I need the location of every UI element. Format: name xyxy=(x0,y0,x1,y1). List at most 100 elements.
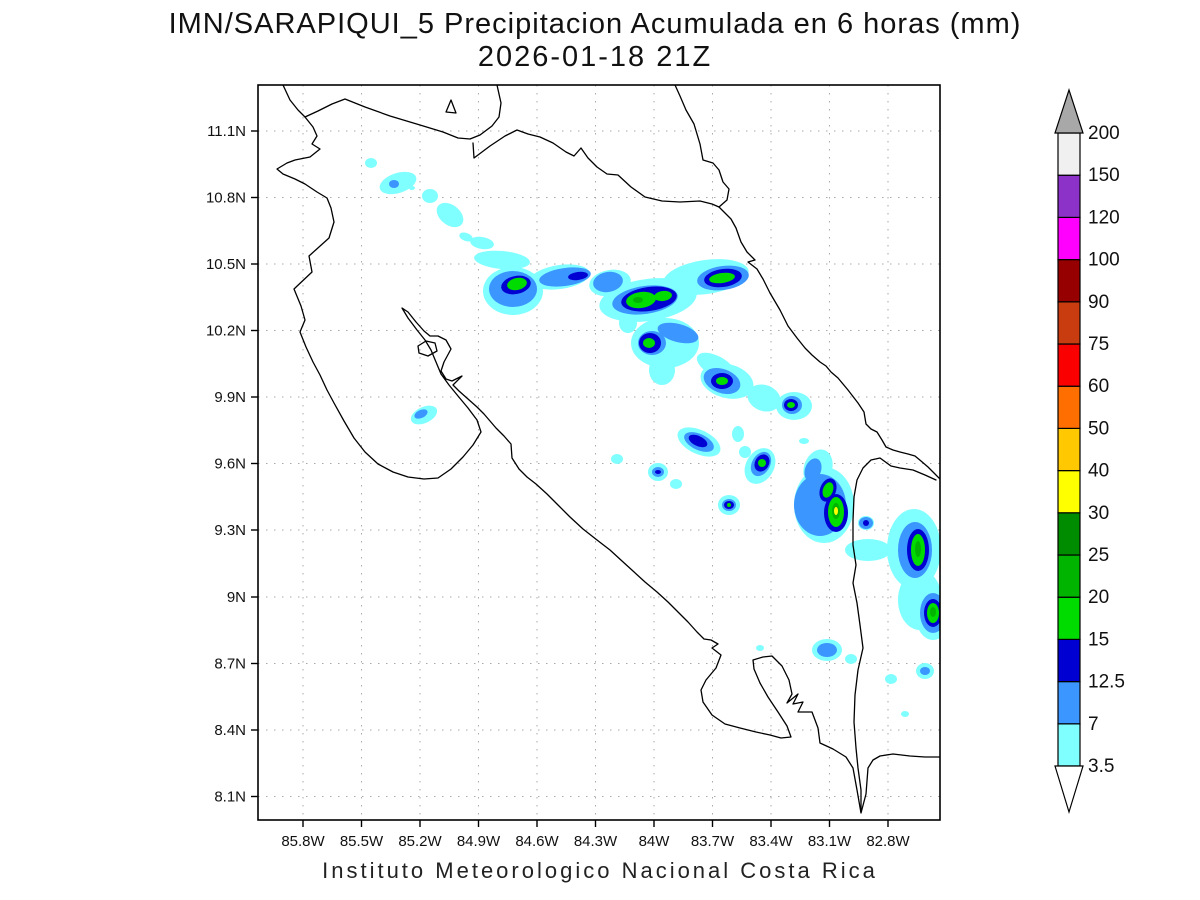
colorbar-segment xyxy=(1057,512,1081,556)
lake-island-outline xyxy=(445,99,457,114)
colorbar-segment xyxy=(1057,596,1081,641)
colorbar-segment xyxy=(1057,385,1081,430)
colorbar-label: 20 xyxy=(1088,587,1109,608)
precip-cell xyxy=(365,158,377,168)
chart-subtitle: 2026-01-18 21Z xyxy=(477,41,713,73)
lat-tick-label: 8.4N xyxy=(214,722,246,739)
colorbar-label: 75 xyxy=(1088,334,1109,355)
precip-cell xyxy=(901,711,909,717)
precip-cell xyxy=(474,250,530,270)
precip-cell xyxy=(739,446,751,458)
colorbar-segment xyxy=(1057,301,1081,345)
colorbar-segment xyxy=(1057,174,1081,218)
lon-tick-label: 83.7W xyxy=(691,833,735,850)
colorbar-segment xyxy=(1057,343,1081,387)
precip-cell xyxy=(817,643,837,657)
colorbar-under-arrow xyxy=(1054,765,1084,815)
precip-cell xyxy=(822,482,834,498)
colorbar-segment xyxy=(1057,723,1081,767)
lon-tick-label: 82.8W xyxy=(866,833,910,850)
lat-tick-label: 10.8N xyxy=(206,190,246,207)
precip-cell xyxy=(863,520,869,526)
precip-cell xyxy=(915,541,921,557)
precip-cell xyxy=(593,271,623,293)
precip-cell xyxy=(657,322,699,344)
colorbar-label: 90 xyxy=(1088,292,1109,313)
precip-cell xyxy=(834,507,838,515)
colorbar: 3.5 7 12.5 15 20 25 30 40 50 60 75 90 100 120 150 200 xyxy=(1054,88,1125,815)
caribbean-coast-outline xyxy=(674,85,940,480)
precip-cell xyxy=(732,426,744,442)
pacific-coast-outline xyxy=(276,116,940,814)
precip-cell xyxy=(414,409,428,419)
colorbar-label: 7 xyxy=(1088,714,1099,735)
precip-cell xyxy=(611,454,623,464)
precip-cell xyxy=(845,654,857,664)
colorbar-segment xyxy=(1057,132,1081,176)
chira-island-outline xyxy=(417,340,438,357)
colorbar-label: 150 xyxy=(1088,165,1120,186)
precip-cell xyxy=(716,377,728,385)
precip-cell xyxy=(845,539,891,561)
map-frame xyxy=(257,84,941,821)
colorbar-segment xyxy=(1057,259,1081,303)
precip-cell xyxy=(670,479,682,489)
precip-cell xyxy=(655,470,661,474)
precip-cell xyxy=(756,645,764,651)
lat-tick-label: 8.7N xyxy=(214,656,246,673)
panama-border-outline xyxy=(852,457,937,813)
lon-tick-label: 83.4W xyxy=(749,833,793,850)
precip-cell xyxy=(688,434,708,448)
precip-cell xyxy=(389,180,399,188)
lat-tick-label: 10.2N xyxy=(206,323,246,340)
colorbar-label: 12.5 xyxy=(1088,672,1125,693)
colorbar-label: 60 xyxy=(1088,376,1109,397)
lat-tick-label: 8.1N xyxy=(214,789,246,806)
lat-tick-label: 11.1N xyxy=(207,123,246,140)
axes: 85.8W 85.5W 85.2W 84.9W 84.6W 84.3W 84W 83.7W 83… xyxy=(206,84,941,850)
lake-nicaragua-outline xyxy=(282,85,502,140)
lon-tick-label: 83.1W xyxy=(808,833,852,850)
colorbar-segment xyxy=(1057,680,1081,725)
precipitation-field xyxy=(365,158,940,717)
precip-cell xyxy=(643,338,655,348)
chart-title: IMN/SARAPIQUI_5 Precipitacion Acumulada … xyxy=(168,8,1022,40)
colorbar-label: 30 xyxy=(1088,503,1109,524)
lon-tick-label: 84.9W xyxy=(457,833,501,850)
precip-cell xyxy=(727,503,731,507)
lat-tick-label: 9.6N xyxy=(214,456,246,473)
colorbar-label: 25 xyxy=(1088,545,1109,566)
precip-cell xyxy=(507,277,527,291)
colorbar-label: 50 xyxy=(1088,418,1109,439)
coastlines xyxy=(276,85,940,814)
precip-cell xyxy=(787,402,795,408)
colorbar-segment xyxy=(1057,216,1081,261)
precip-cell xyxy=(654,290,672,302)
precip-cell xyxy=(633,297,643,303)
colorbar-label: 15 xyxy=(1088,629,1109,650)
precip-cell xyxy=(619,313,637,333)
lon-tick-label: 84W xyxy=(639,833,671,850)
colorbar-label: 200 xyxy=(1088,123,1120,144)
colorbar-segment xyxy=(1057,638,1081,683)
lon-tick-label: 84.3W xyxy=(574,833,618,850)
lon-tick-label: 85.5W xyxy=(340,833,384,850)
figure-caption: Instituto Meteorologico Nacional Costa R… xyxy=(322,858,878,883)
colorbar-over-arrow xyxy=(1054,88,1084,134)
graticule xyxy=(258,85,940,820)
lon-tick-label: 85.8W xyxy=(281,833,325,850)
colorbar-segment xyxy=(1057,470,1081,514)
precip-cell xyxy=(470,236,494,250)
lon-tick-label: 85.2W xyxy=(398,833,442,850)
precip-cell xyxy=(649,355,675,385)
lat-tick-label: 9.9N xyxy=(214,389,246,406)
precip-cell xyxy=(930,607,936,617)
precip-cell xyxy=(409,186,415,190)
precip-cell xyxy=(920,667,930,675)
precip-cell xyxy=(422,189,438,203)
colorbar-label: 100 xyxy=(1088,250,1120,271)
precip-cell xyxy=(885,674,897,684)
lon-tick-label: 84.6W xyxy=(515,833,559,850)
colorbar-segment xyxy=(1057,427,1081,472)
lat-tick-label: 9.3N xyxy=(214,522,246,539)
